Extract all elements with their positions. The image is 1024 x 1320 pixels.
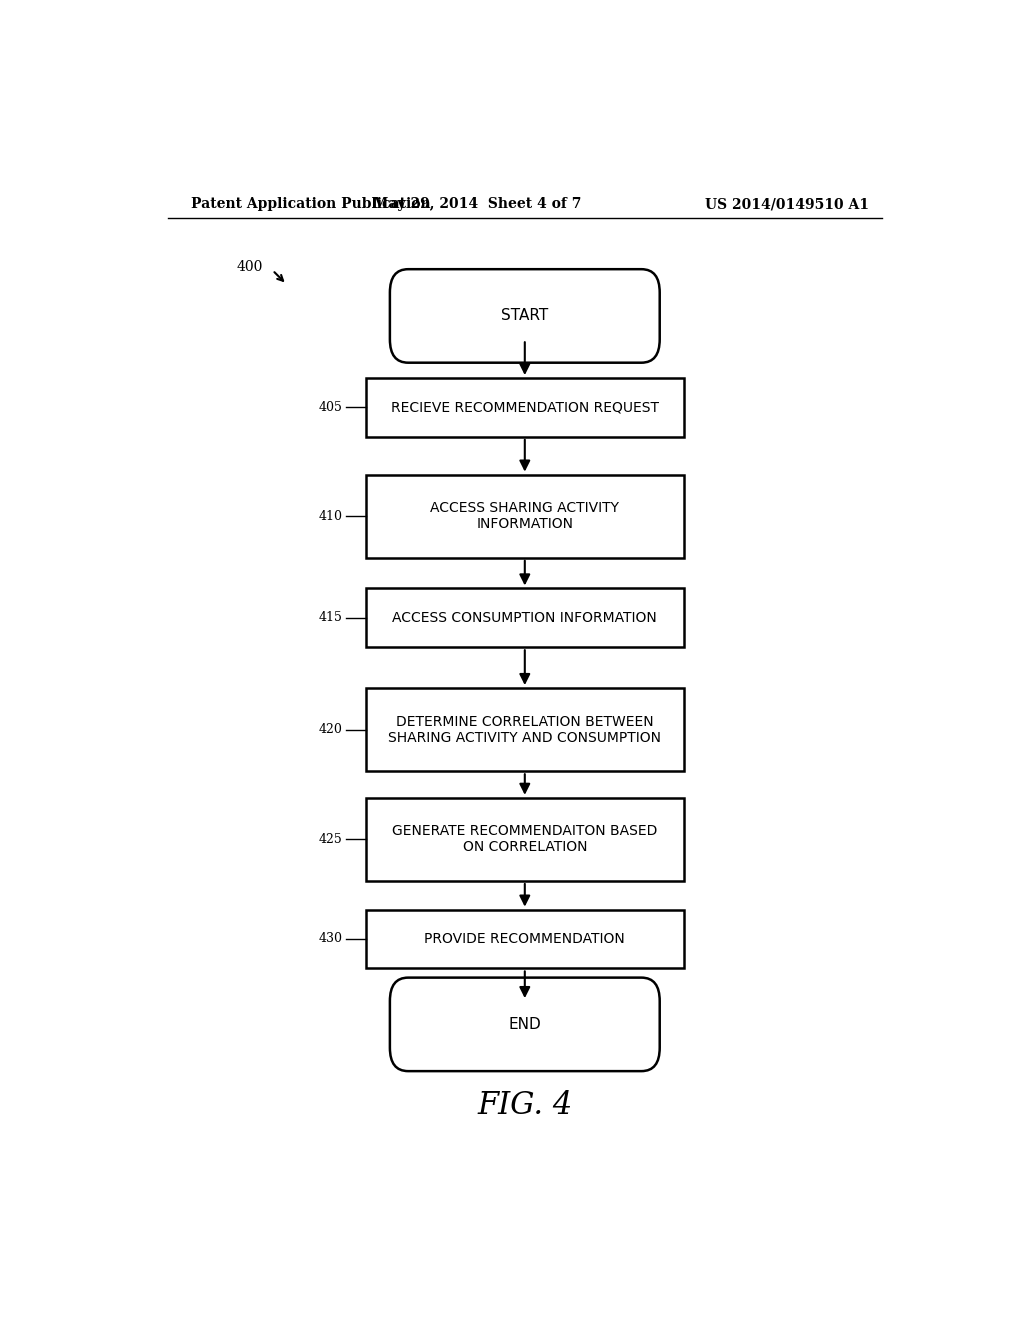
Text: RECIEVE RECOMMENDATION REQUEST: RECIEVE RECOMMENDATION REQUEST xyxy=(391,400,658,414)
FancyBboxPatch shape xyxy=(390,269,659,363)
Bar xyxy=(367,909,684,969)
Text: 430: 430 xyxy=(318,932,342,945)
Text: PROVIDE RECOMMENDATION: PROVIDE RECOMMENDATION xyxy=(424,932,626,946)
Text: FIG. 4: FIG. 4 xyxy=(477,1090,572,1121)
Text: START: START xyxy=(501,309,549,323)
Text: 405: 405 xyxy=(318,401,342,414)
Text: ACCESS CONSUMPTION INFORMATION: ACCESS CONSUMPTION INFORMATION xyxy=(392,611,657,624)
Text: May 29, 2014  Sheet 4 of 7: May 29, 2014 Sheet 4 of 7 xyxy=(373,197,582,211)
Text: GENERATE RECOMMENDAITON BASED
ON CORRELATION: GENERATE RECOMMENDAITON BASED ON CORRELA… xyxy=(392,824,657,854)
Text: 415: 415 xyxy=(318,611,342,624)
Text: END: END xyxy=(509,1016,541,1032)
Text: US 2014/0149510 A1: US 2014/0149510 A1 xyxy=(705,197,868,211)
Text: 410: 410 xyxy=(318,510,342,523)
Text: DETERMINE CORRELATION BETWEEN
SHARING ACTIVITY AND CONSUMPTION: DETERMINE CORRELATION BETWEEN SHARING AC… xyxy=(388,714,662,744)
Text: 420: 420 xyxy=(318,723,342,737)
Text: Patent Application Publication: Patent Application Publication xyxy=(191,197,431,211)
Text: 400: 400 xyxy=(237,260,263,275)
Text: 425: 425 xyxy=(318,833,342,846)
Bar xyxy=(367,688,684,771)
Bar xyxy=(367,378,684,437)
Text: ACCESS SHARING ACTIVITY
INFORMATION: ACCESS SHARING ACTIVITY INFORMATION xyxy=(430,502,620,531)
Bar xyxy=(367,474,684,558)
FancyBboxPatch shape xyxy=(390,978,659,1071)
Bar xyxy=(367,797,684,880)
Bar xyxy=(367,589,684,647)
